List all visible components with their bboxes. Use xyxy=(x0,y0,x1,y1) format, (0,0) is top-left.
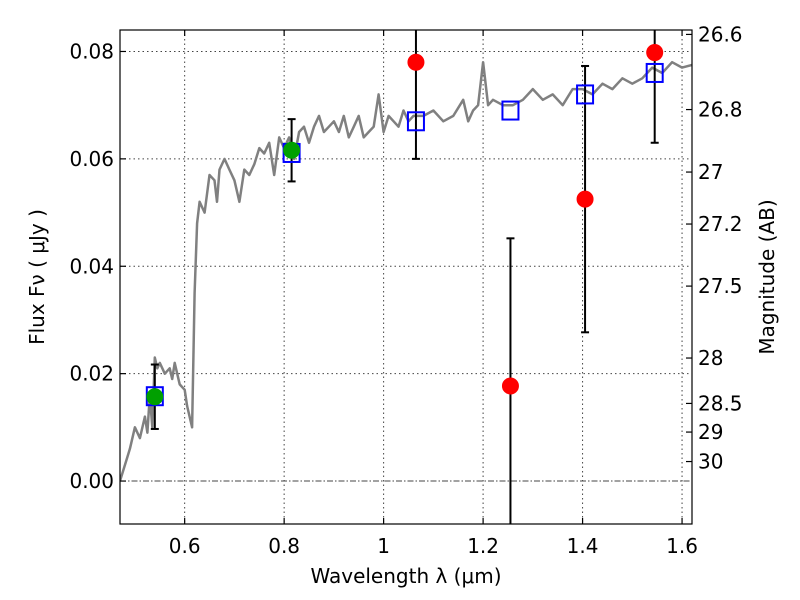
right-tick-label: 28 xyxy=(698,346,723,370)
y-axis-label: Flux Fν ( μJy ) xyxy=(25,209,49,345)
x-tick-label: 1.4 xyxy=(567,534,599,558)
right-tick-label: 27 xyxy=(698,160,723,184)
right-tick-label: 27.5 xyxy=(698,274,743,298)
right-tick-label: 26.8 xyxy=(698,98,743,122)
observed-point xyxy=(646,44,664,62)
right-axis-label: Magnitude (AB) xyxy=(755,199,779,354)
right-tick-label: 28.5 xyxy=(698,391,743,415)
model-photometry-square xyxy=(501,100,520,121)
x-tick-label: 1 xyxy=(377,534,390,558)
x-tick-label: 0.6 xyxy=(169,534,201,558)
right-tick-label: 26.6 xyxy=(698,22,743,46)
y-axis-ticks: 0.00 0.02 0.04 0.06 0.08 xyxy=(69,39,126,493)
x-axis-ticks: 0.6 0.8 1 1.2 1.4 1.6 xyxy=(169,30,698,558)
right-tick-label: 30 xyxy=(698,450,723,474)
detection-point xyxy=(146,388,164,406)
model-photometry-square xyxy=(406,111,425,132)
model-photometry-square xyxy=(645,62,664,83)
detection-point xyxy=(283,141,301,159)
right-axis-ticks: 26.6 26.8 27 27.2 27.5 28 28.5 29 30 xyxy=(686,22,743,474)
grid xyxy=(120,30,692,524)
x-tick-label: 1.2 xyxy=(467,534,499,558)
y-tick-label: 0.02 xyxy=(69,362,114,386)
plot-frame xyxy=(119,29,693,525)
model-photometry-square xyxy=(576,84,595,105)
observed-point xyxy=(501,377,519,395)
right-tick-label: 29 xyxy=(698,420,723,444)
spectrum-series xyxy=(120,60,692,482)
right-tick-label: 27.2 xyxy=(698,212,743,236)
observed-photometry-series xyxy=(146,44,664,406)
observed-point xyxy=(576,190,594,208)
x-tick-label: 0.8 xyxy=(268,534,300,558)
observed-point xyxy=(407,53,425,71)
y-tick-label: 0.08 xyxy=(69,39,114,63)
y-tick-label: 0.06 xyxy=(69,147,114,171)
y-tick-label: 0.04 xyxy=(69,254,114,278)
model-spectrum-line xyxy=(120,60,692,482)
x-tick-label: 1.6 xyxy=(666,534,698,558)
y-tick-label: 0.00 xyxy=(69,469,114,493)
x-axis-label: Wavelength λ (μm) xyxy=(310,564,501,588)
